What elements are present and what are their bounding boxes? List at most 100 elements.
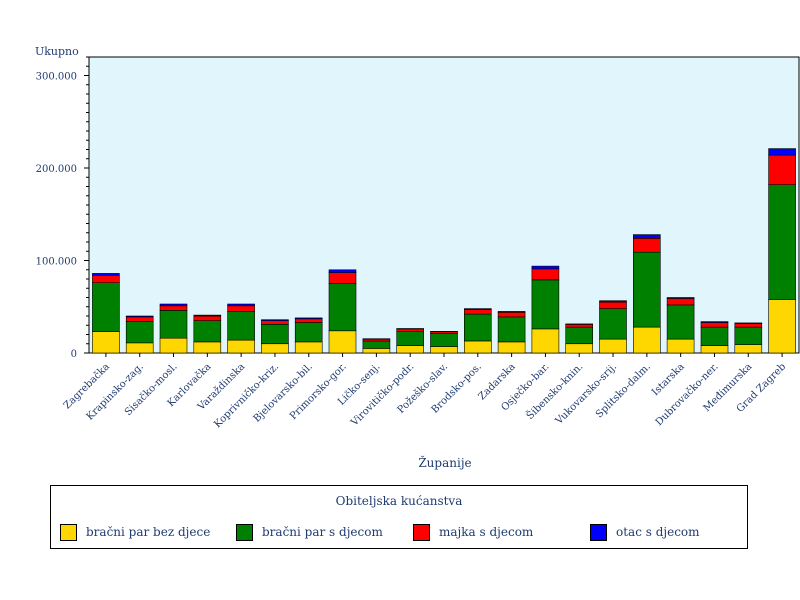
bar-segment xyxy=(92,274,120,283)
legend: Obiteljska kućanstva bračni par bez djec… xyxy=(50,485,748,549)
bar-segment xyxy=(632,251,661,328)
bar-segment xyxy=(666,297,695,299)
bar-segment xyxy=(227,311,255,341)
bar-segment xyxy=(463,308,492,310)
bar-segment xyxy=(193,341,222,354)
y-tick-label: 200.000 xyxy=(36,164,77,175)
x-tick-label: Šibensko-knin. xyxy=(524,361,585,422)
legend-swatch xyxy=(236,523,253,541)
bar-segment xyxy=(734,322,763,324)
bar-segment xyxy=(227,305,255,312)
bar-segment xyxy=(497,311,526,313)
bar-segment xyxy=(463,313,492,342)
bar-segment xyxy=(700,345,729,354)
legend-item-bracni-par-bez-djece: bračni par bez djece xyxy=(60,522,210,542)
bar-segment xyxy=(261,319,289,321)
bar-segment xyxy=(92,331,120,354)
x-tick-label: Vukovarsko-srij. xyxy=(553,361,619,427)
y-axis-title: Ukupno xyxy=(35,45,79,58)
bar-segment xyxy=(430,330,458,333)
bar-segment xyxy=(768,148,796,156)
bar-segment xyxy=(159,337,188,354)
bar-segment xyxy=(362,348,391,354)
bar-segment xyxy=(159,303,188,307)
bar-segment xyxy=(125,342,154,354)
bar-segment xyxy=(700,326,729,346)
bar-segment xyxy=(92,273,120,276)
bar-segment xyxy=(463,309,492,315)
bar-segment xyxy=(734,344,763,354)
bar-segment xyxy=(599,301,627,309)
x-tick-label: Virovitičko-podr. xyxy=(349,361,417,429)
bar-segment xyxy=(227,303,255,307)
bar-segment xyxy=(632,234,661,239)
legend-label: otac s djecom xyxy=(616,525,700,539)
bar-segment xyxy=(396,328,425,332)
bar-segment xyxy=(565,326,594,345)
y-tick-label: 100.000 xyxy=(36,257,77,268)
bar-segment xyxy=(565,323,594,328)
legend-item-otac-s-djecom: otac s djecom xyxy=(590,522,700,542)
x-tick-label: Bjelovarsko-bil. xyxy=(252,361,315,424)
legend-label: bračni par s djecom xyxy=(262,525,383,539)
bar-segment xyxy=(565,343,594,354)
bar-segment xyxy=(497,316,526,343)
bar-segment xyxy=(328,330,357,354)
bar-segment xyxy=(632,326,661,354)
bar-segment xyxy=(294,322,323,343)
bar-segment xyxy=(497,311,526,318)
bar-segment xyxy=(193,315,222,321)
bar-segment xyxy=(261,323,289,344)
legend-swatch xyxy=(590,523,607,541)
bar-segment xyxy=(734,326,763,346)
bar-segment xyxy=(328,272,357,284)
bar-segment xyxy=(531,328,560,354)
bar-segment xyxy=(632,238,661,253)
bar-segment xyxy=(497,341,526,354)
bar-segment xyxy=(294,317,323,320)
bar-segment xyxy=(193,314,222,317)
x-tick-label: Koprivničko-kriz. xyxy=(212,361,281,430)
bar-segment xyxy=(430,333,458,347)
bar-segment xyxy=(328,269,357,273)
y-tick-label: 300.000 xyxy=(36,72,77,83)
bar-segment xyxy=(599,338,627,354)
legend-title: Obiteljska kućanstva xyxy=(335,494,463,508)
bar-segment xyxy=(159,310,188,339)
bar-segment xyxy=(125,315,154,318)
bar-segment xyxy=(362,340,391,349)
bar-segment xyxy=(463,340,492,354)
bar-segment xyxy=(430,346,458,354)
bar-segment xyxy=(599,300,627,303)
legend-swatch xyxy=(413,523,430,541)
bar-segment xyxy=(294,318,323,323)
bars-group xyxy=(92,148,796,357)
bar-segment xyxy=(531,265,560,270)
bar-segment xyxy=(666,338,695,354)
bar-segment xyxy=(261,343,289,354)
x-axis-labels: ZagrebačkaKrapinsko-zag.Sisačko-mosl.Kar… xyxy=(62,361,788,431)
bar-segment xyxy=(125,321,154,344)
bar-segment xyxy=(328,283,357,332)
y-axis: 0 100.000 200.000 300.000 xyxy=(36,56,89,360)
bar-segment xyxy=(565,323,594,325)
bar-segment xyxy=(700,321,729,323)
x-axis-title: Županije xyxy=(418,456,472,470)
x-tick-label: Dubrovačko-ner. xyxy=(654,361,721,428)
bar-segment xyxy=(666,298,695,306)
legend-label: bračni par bez djece xyxy=(86,525,211,539)
bar-segment xyxy=(666,304,695,340)
bar-segment xyxy=(227,339,255,354)
bar-segment xyxy=(92,282,120,333)
bar-segment xyxy=(700,322,729,328)
bar-segment xyxy=(396,331,425,346)
bar-segment xyxy=(599,308,627,340)
legend-item-majka-s-djecom: majka s djecom xyxy=(413,522,533,542)
bar-segment xyxy=(531,268,560,281)
bar-segment xyxy=(193,320,222,343)
bar-segment xyxy=(531,279,560,330)
bar-segment xyxy=(768,184,796,300)
bar-segment xyxy=(294,341,323,354)
bar-segment xyxy=(125,316,154,322)
